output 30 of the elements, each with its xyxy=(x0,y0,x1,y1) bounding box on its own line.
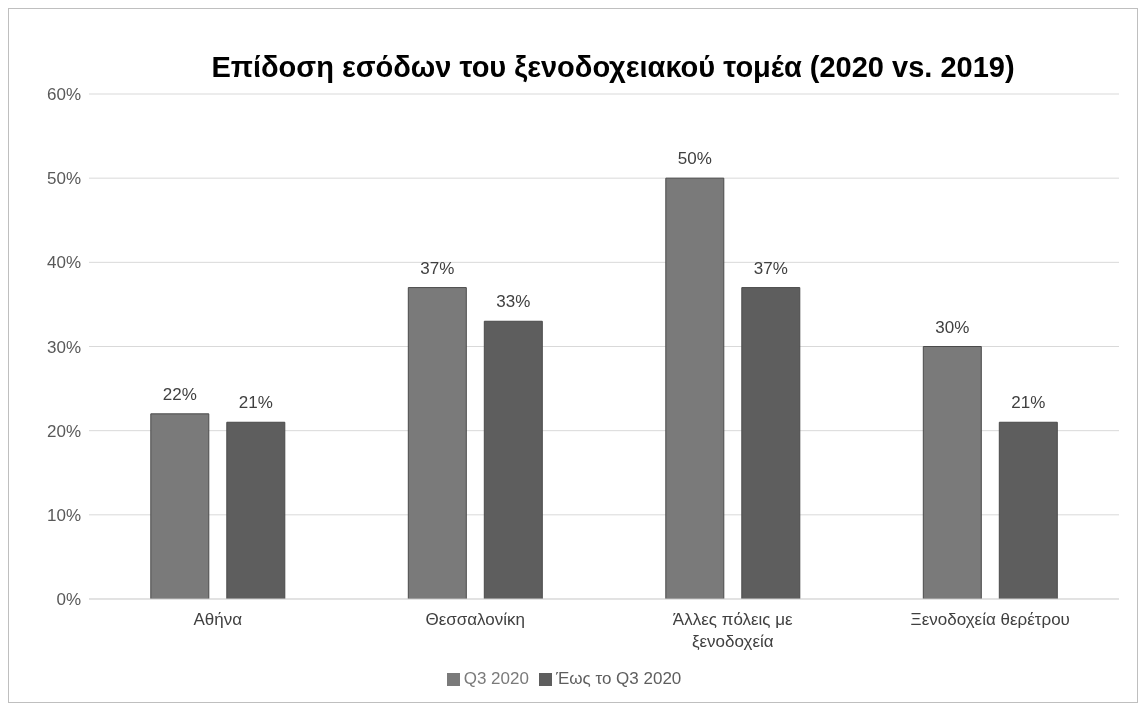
legend-label: Q3 2020 xyxy=(463,669,529,688)
data-label: 30% xyxy=(935,317,970,337)
chart-title: Επίδοση εσόδων του ξενοδοχειακού τομέα (2020 vs. 2019) xyxy=(210,50,1016,84)
data-label: 22% xyxy=(162,384,197,404)
data-label: 21% xyxy=(238,393,273,413)
bar xyxy=(922,346,982,599)
y-tick-label: 30% xyxy=(46,337,81,357)
legend-label: Έως το Q3 2020 xyxy=(555,669,682,688)
bar xyxy=(150,413,210,599)
bar xyxy=(483,320,543,599)
bar xyxy=(665,177,725,599)
y-tick-label: 50% xyxy=(46,169,81,189)
bar xyxy=(741,287,801,599)
x-tick-label: Ξενοδοχεία θερέτρου xyxy=(910,610,1070,629)
y-tick-label: 10% xyxy=(46,505,81,525)
data-label: 50% xyxy=(677,149,712,169)
bar xyxy=(226,421,286,599)
bar xyxy=(407,287,467,599)
x-tick-label: Θεσσαλονίκη xyxy=(425,610,526,629)
x-tick-label: Άλλες πόλεις με ξενοδοχεία xyxy=(672,610,794,651)
x-tick-label: Αθήνα xyxy=(193,610,243,629)
data-label: 21% xyxy=(1011,393,1046,413)
y-tick-label: 40% xyxy=(46,253,81,273)
y-tick-label: 20% xyxy=(46,421,81,441)
y-tick-label: 0% xyxy=(56,590,81,610)
bar xyxy=(998,421,1058,599)
data-label: 37% xyxy=(753,258,788,278)
y-tick-label: 60% xyxy=(46,85,81,105)
data-label: 37% xyxy=(420,258,455,278)
data-label: 33% xyxy=(496,292,531,312)
